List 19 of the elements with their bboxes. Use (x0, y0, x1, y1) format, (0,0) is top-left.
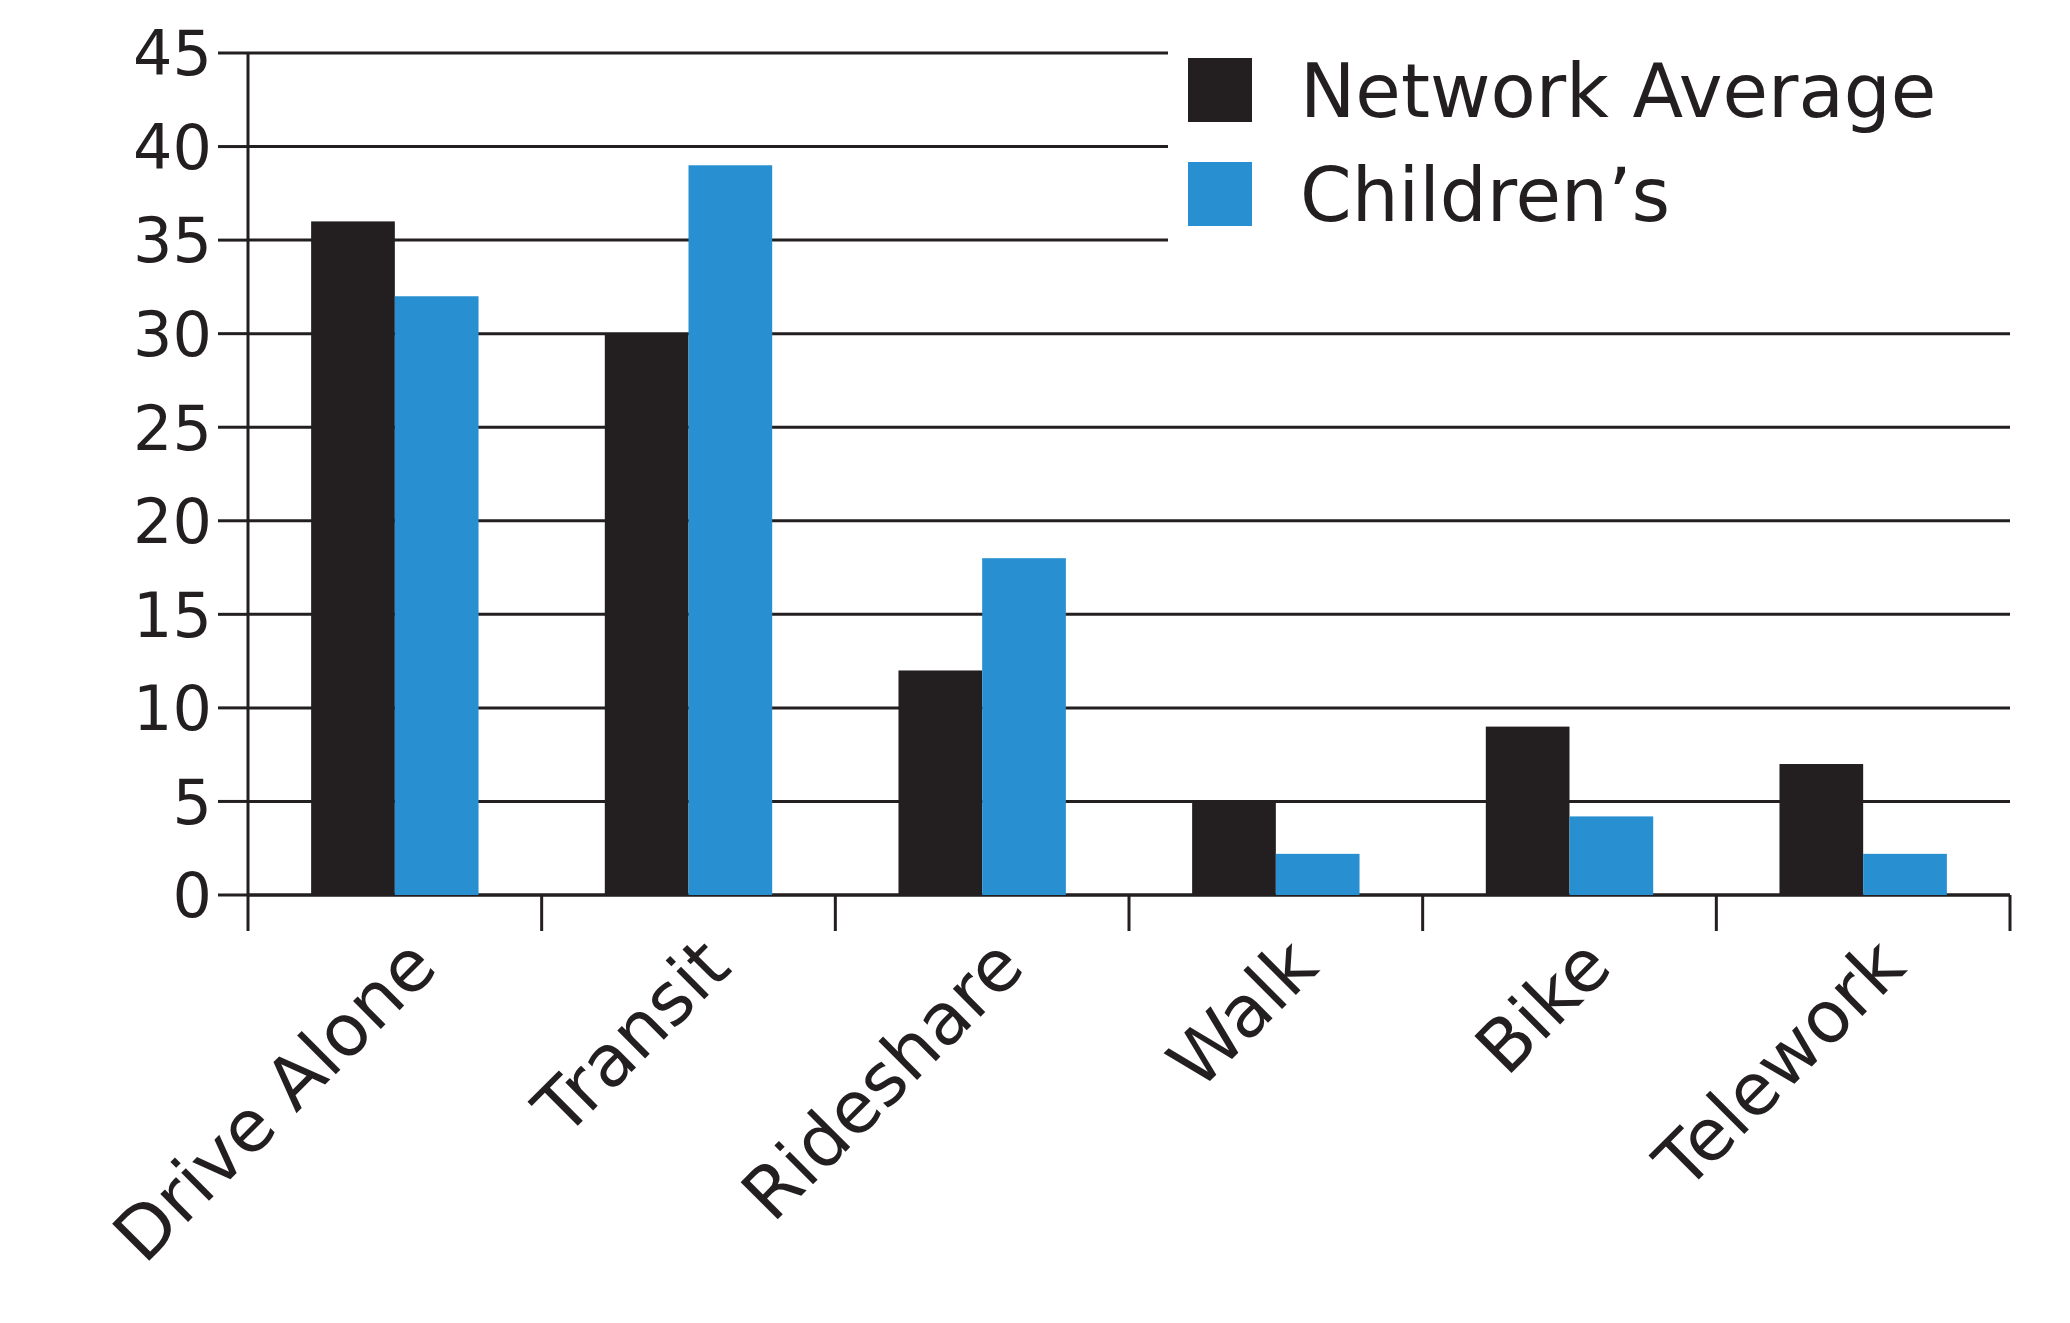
y-tick-label: 45 (133, 17, 212, 91)
legend-label: Network Average (1300, 47, 1937, 134)
bar (1863, 853, 1947, 895)
bar (394, 296, 479, 895)
y-tick-label: 40 (133, 110, 212, 184)
bar (1275, 853, 1360, 895)
bar (688, 165, 773, 895)
y-tick-label: 25 (133, 391, 212, 465)
legend-label: Children’s (1300, 151, 1670, 238)
y-tick-label: 5 (172, 765, 212, 839)
bar (1569, 816, 1654, 895)
bar (982, 558, 1066, 895)
x-tick-label: Bike (1459, 922, 1627, 1091)
y-tick-label: 30 (133, 297, 212, 371)
y-tick-label: 15 (133, 578, 212, 652)
y-tick-label: 20 (133, 485, 212, 559)
y-tick-label: 10 (133, 672, 212, 746)
y-tick-label: 35 (133, 204, 212, 278)
y-tick-label: 0 (172, 859, 212, 933)
